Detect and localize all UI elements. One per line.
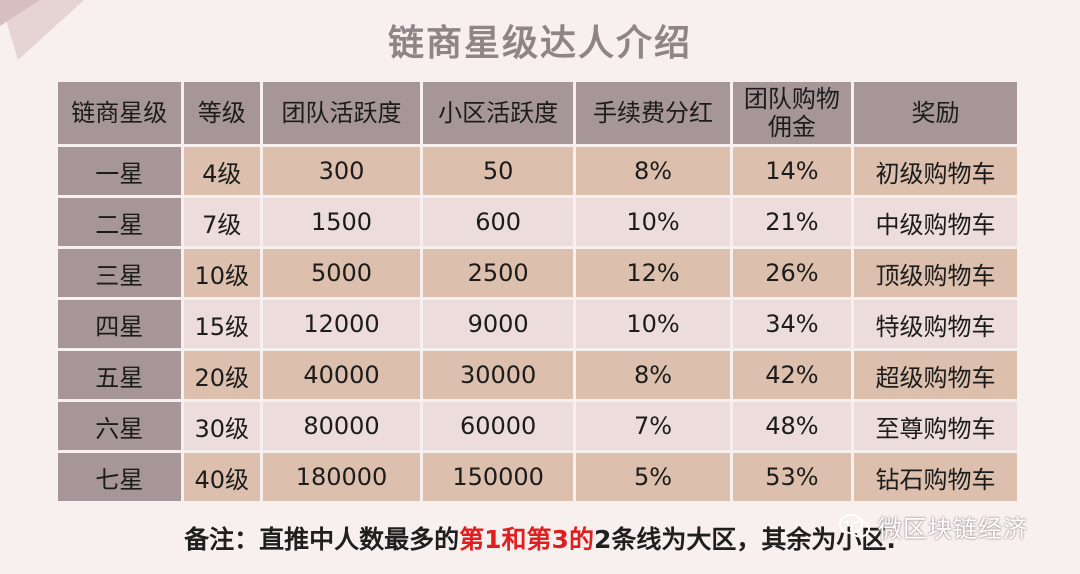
- cell-fee-dividend: 8%: [576, 147, 730, 195]
- footnote-highlight: 第1和第3的: [459, 525, 594, 554]
- cell-reward: 钻石购物车: [853, 453, 1017, 501]
- cell-star-level: 一星: [58, 147, 181, 195]
- cell-team-commission: 42%: [732, 351, 851, 399]
- cell-team-commission: 21%: [732, 198, 851, 246]
- page-title: 链商星级达人介绍: [387, 23, 692, 64]
- cell-district-activity: 150000: [423, 453, 574, 501]
- watermark-text: 微区块链经济: [878, 514, 1028, 543]
- cell-district-activity: 2500: [423, 249, 574, 297]
- cell-team-commission: 34%: [732, 300, 851, 348]
- cell-grade: 7级: [183, 198, 260, 246]
- table-row: 五星 20级 40000 30000 8% 42% 超级购物车: [58, 351, 1017, 399]
- cell-team-activity: 5000: [262, 249, 421, 297]
- cell-team-activity: 12000: [262, 300, 421, 348]
- header-fee-dividend: 手续费分红: [576, 82, 730, 144]
- cell-grade: 40级: [183, 453, 260, 501]
- cell-team-activity: 1500: [262, 198, 421, 246]
- cell-star-level: 三星: [58, 249, 181, 297]
- table-row: 四星 15级 12000 9000 10% 34% 特级购物车: [58, 300, 1017, 348]
- cell-fee-dividend: 8%: [576, 351, 730, 399]
- cell-team-activity: 80000: [262, 402, 421, 450]
- table-row: 一星 4级 300 50 8% 14% 初级购物车: [58, 147, 1017, 195]
- header-team-commission: 团队购物 佣金: [732, 82, 851, 144]
- table-row: 二星 7级 1500 600 10% 21% 中级购物车: [58, 198, 1017, 246]
- cell-team-commission: 48%: [732, 402, 851, 450]
- cell-district-activity: 9000: [423, 300, 574, 348]
- cell-grade: 4级: [183, 147, 260, 195]
- cell-fee-dividend: 10%: [576, 198, 730, 246]
- cell-fee-dividend: 12%: [576, 249, 730, 297]
- cell-reward: 至尊购物车: [853, 402, 1017, 450]
- cell-fee-dividend: 7%: [576, 402, 730, 450]
- cell-fee-dividend: 10%: [576, 300, 730, 348]
- cell-team-activity: 300: [262, 147, 421, 195]
- footnote-prefix: 备注：直推中人数最多的: [184, 525, 460, 554]
- cell-reward: 中级购物车: [853, 198, 1017, 246]
- cell-team-commission: 14%: [732, 147, 851, 195]
- cell-reward: 顶级购物车: [853, 249, 1017, 297]
- cell-reward: 初级购物车: [853, 147, 1017, 195]
- table-row: 三星 10级 5000 2500 12% 26% 顶级购物车: [58, 249, 1017, 297]
- table-row: 六星 30级 80000 60000 7% 48% 至尊购物车: [58, 402, 1017, 450]
- cell-grade: 30级: [183, 402, 260, 450]
- cell-district-activity: 50: [423, 147, 574, 195]
- cell-team-activity: 180000: [262, 453, 421, 501]
- cell-team-activity: 40000: [262, 351, 421, 399]
- cell-district-activity: 600: [423, 198, 574, 246]
- star-level-table: 链商星级 等级 团队活跃度 小区活跃度 手续费分红 团队购物 佣金 奖励 一星 …: [55, 79, 1020, 504]
- header-star-level: 链商星级: [58, 82, 181, 144]
- header-reward: 奖励: [853, 82, 1017, 144]
- table-row: 七星 40级 180000 150000 5% 53% 钻石购物车: [58, 453, 1017, 501]
- footnote-suffix: 2条线为大区，其余为小区.: [593, 525, 896, 554]
- cell-star-level: 四星: [58, 300, 181, 348]
- cell-district-activity: 60000: [423, 402, 574, 450]
- cell-reward: 超级购物车: [853, 351, 1017, 399]
- table-header-row: 链商星级 等级 团队活跃度 小区活跃度 手续费分红 团队购物 佣金 奖励: [58, 82, 1017, 144]
- header-team-activity: 团队活跃度: [262, 82, 421, 144]
- watermark: 微区块链经济: [838, 508, 1028, 544]
- cell-star-level: 二星: [58, 198, 181, 246]
- cell-team-commission: 53%: [732, 453, 851, 501]
- cell-fee-dividend: 5%: [576, 453, 730, 501]
- cell-district-activity: 30000: [423, 351, 574, 399]
- footnote: 备注：直推中人数最多的第1和第3的2条线为大区，其余为小区.: [0, 520, 1080, 556]
- header-grade: 等级: [183, 82, 260, 144]
- cell-grade: 15级: [183, 300, 260, 348]
- cell-star-level: 五星: [58, 351, 181, 399]
- cell-star-level: 七星: [58, 453, 181, 501]
- header-district-activity: 小区活跃度: [423, 82, 574, 144]
- cell-reward: 特级购物车: [853, 300, 1017, 348]
- cell-grade: 10级: [183, 249, 260, 297]
- corner-decoration: [0, 0, 84, 60]
- cell-team-commission: 26%: [732, 249, 851, 297]
- wechat-icon: [839, 514, 870, 538]
- cell-star-level: 六星: [58, 402, 181, 450]
- cell-grade: 20级: [183, 351, 260, 399]
